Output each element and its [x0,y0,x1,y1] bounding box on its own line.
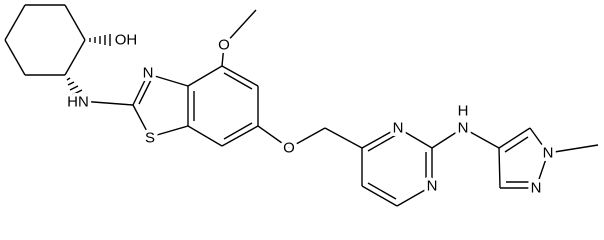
atom-label: H [458,103,469,120]
atom-label: N [143,65,154,82]
atom-label: N [531,180,542,197]
atom-labels: OH HN N S O O N N H N N N [64,28,557,200]
bonds [4,4,599,207]
atom-label: O [218,37,230,54]
molecule: OH HN N S O O N N H N N N [4,4,599,207]
atom-label: N [458,120,469,137]
atom-label: O [283,140,295,157]
atom-label: N [427,178,438,195]
atom-label: N [543,145,554,162]
atom-label: OH [115,32,138,49]
atom-label: HN [67,94,89,111]
atom-label: S [145,130,155,147]
atom-label: N [393,120,404,137]
